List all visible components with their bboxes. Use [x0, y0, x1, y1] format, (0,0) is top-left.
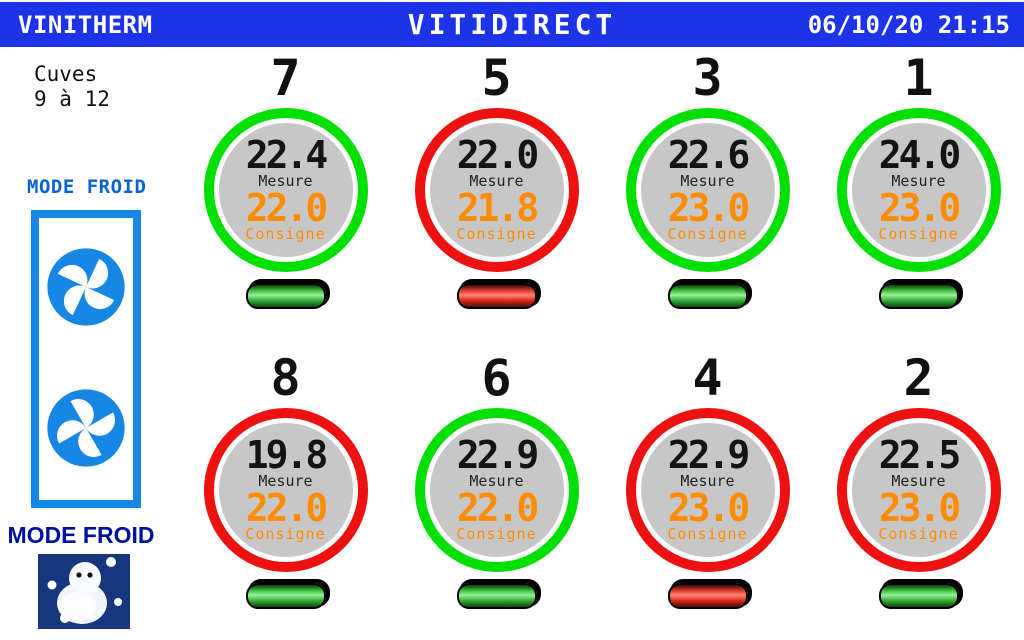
tank-ring: 22.0 Mesure 21.8 Consigne	[414, 108, 579, 272]
tank-number: 3	[692, 49, 723, 107]
setpoint-value: 23.0	[667, 186, 750, 230]
tank-number: 2	[903, 349, 934, 407]
measure-label: Mesure	[680, 172, 735, 190]
setpoint-value: 23.0	[878, 186, 961, 230]
setpoint-value: 21.8	[456, 186, 539, 230]
fan-status-panel[interactable]	[31, 210, 141, 508]
measure-label: Mesure	[680, 472, 735, 490]
measure-value: 22.9	[456, 433, 539, 477]
tank-gauge[interactable]: 1 24.0 Mesure 23.0 Consigne	[813, 50, 1024, 309]
tank-gauge[interactable]: 4 22.9 Mesure 23.0 Consigne	[602, 350, 813, 609]
tank-number: 7	[270, 49, 301, 107]
setpoint-label: Consigne	[878, 225, 959, 243]
tank-gauge[interactable]: 7 22.4 Mesure 22.0 Consigne	[180, 50, 391, 309]
tank-number: 8	[270, 349, 301, 407]
tank-gauge[interactable]: 3 22.6 Mesure 23.0 Consigne	[602, 50, 813, 309]
setpoint-label: Consigne	[667, 525, 748, 543]
measure-label: Mesure	[258, 472, 313, 490]
tank-ring: 22.9 Mesure 23.0 Consigne	[625, 408, 790, 572]
measure-value: 22.6	[667, 133, 750, 177]
tank-ring: 22.5 Mesure 23.0 Consigne	[836, 408, 1001, 572]
setpoint-value: 23.0	[667, 486, 750, 530]
measure-value: 24.0	[878, 133, 961, 177]
tank-ring: 22.4 Mesure 22.0 Consigne	[203, 108, 368, 272]
tank-disc: 19.8 Mesure 22.0 Consigne	[218, 423, 353, 557]
gauge-row-top: 7 22.4 Mesure 22.0 Consigne 5 22.0 Mesur…	[180, 50, 1024, 309]
measure-label: Mesure	[469, 472, 524, 490]
setpoint-value: 22.0	[245, 186, 328, 230]
tank-disc: 22.4 Mesure 22.0 Consigne	[218, 123, 353, 257]
measure-value: 22.5	[878, 433, 961, 477]
setpoint-value: 22.0	[245, 486, 328, 530]
status-pill[interactable]	[456, 583, 537, 609]
mode-froid-label-bottom: MODE FROID	[7, 522, 155, 548]
tank-range-line1: Cuves	[34, 62, 98, 86]
tank-disc: 22.9 Mesure 23.0 Consigne	[640, 423, 775, 557]
setpoint-label: Consigne	[245, 525, 326, 543]
setpoint-label: Consigne	[456, 525, 537, 543]
tank-disc: 22.0 Mesure 21.8 Consigne	[429, 123, 564, 257]
status-pill[interactable]	[878, 583, 959, 609]
tank-gauge[interactable]: 5 22.0 Mesure 21.8 Consigne	[391, 50, 602, 309]
tank-gauge[interactable]: 8 19.8 Mesure 22.0 Consigne	[180, 350, 391, 609]
tank-number: 1	[903, 49, 934, 107]
fan-icon	[44, 386, 128, 474]
brand-label: VINITHERM	[18, 10, 153, 39]
measure-value: 22.9	[667, 433, 750, 477]
measure-label: Mesure	[469, 172, 524, 190]
measure-value: 22.0	[456, 133, 539, 177]
status-pill[interactable]	[667, 583, 748, 609]
tank-number: 6	[481, 349, 512, 407]
tank-ring: 22.6 Mesure 23.0 Consigne	[625, 108, 790, 272]
fan-icon	[44, 245, 128, 333]
status-pill[interactable]	[245, 583, 326, 609]
measure-label: Mesure	[891, 472, 946, 490]
tank-range-line2: 9 à 12	[34, 87, 110, 111]
tank-ring: 24.0 Mesure 23.0 Consigne	[836, 108, 1001, 272]
measure-label: Mesure	[891, 172, 946, 190]
datetime-display: 06/10/20 21:15	[807, 10, 1010, 39]
tank-disc: 22.5 Mesure 23.0 Consigne	[851, 423, 986, 557]
tank-disc: 22.9 Mesure 22.0 Consigne	[429, 423, 564, 557]
measure-label: Mesure	[258, 172, 313, 190]
setpoint-label: Consigne	[245, 225, 326, 243]
setpoint-label: Consigne	[878, 525, 959, 543]
tank-disc: 22.6 Mesure 23.0 Consigne	[640, 123, 775, 257]
setpoint-label: Consigne	[456, 225, 537, 243]
tank-gauge[interactable]: 6 22.9 Mesure 22.0 Consigne	[391, 350, 602, 609]
status-pill[interactable]	[878, 283, 959, 309]
status-pill[interactable]	[456, 283, 537, 309]
cold-mode-button[interactable]	[38, 554, 130, 629]
mode-froid-label-top: MODE FROID	[27, 176, 147, 198]
setpoint-label: Consigne	[667, 225, 748, 243]
header-bar: VINITHERM VITIDIRECT 06/10/20 21:15	[0, 2, 1024, 47]
tank-range-label: Cuves 9 à 12	[34, 62, 110, 112]
measure-value: 19.8	[245, 433, 328, 477]
gauge-row-bottom: 8 19.8 Mesure 22.0 Consigne 6 22.9 Mesur…	[180, 350, 1024, 609]
page-title: VITIDIRECT	[407, 8, 617, 41]
tank-number: 5	[481, 49, 512, 107]
status-pill[interactable]	[245, 283, 326, 309]
tank-number: 4	[692, 349, 723, 407]
tank-ring: 22.9 Mesure 22.0 Consigne	[414, 408, 579, 572]
tank-gauge[interactable]: 2 22.5 Mesure 23.0 Consigne	[813, 350, 1024, 609]
status-pill[interactable]	[667, 283, 748, 309]
tank-ring: 19.8 Mesure 22.0 Consigne	[203, 408, 368, 572]
snowman-icon	[38, 552, 130, 631]
setpoint-value: 22.0	[456, 486, 539, 530]
setpoint-value: 23.0	[878, 486, 961, 530]
measure-value: 22.4	[245, 133, 328, 177]
tank-disc: 24.0 Mesure 23.0 Consigne	[851, 123, 986, 257]
